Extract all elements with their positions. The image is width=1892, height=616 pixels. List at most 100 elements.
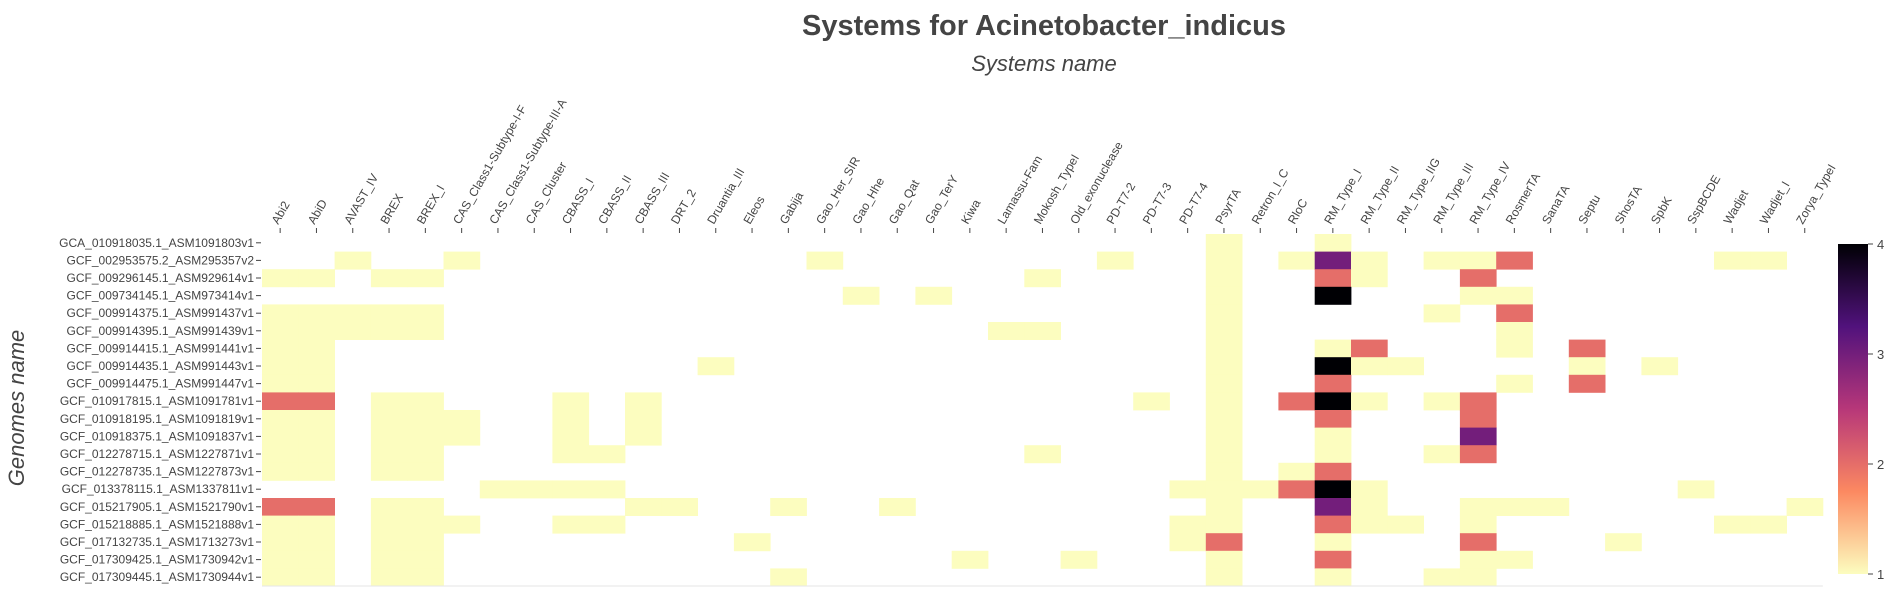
- heatmap-cell: [1205, 515, 1243, 534]
- heatmap-cell: [1314, 480, 1352, 499]
- heatmap-cell: [1459, 269, 1497, 288]
- heatmap-cell: [370, 392, 408, 411]
- heatmap-cell: [298, 269, 335, 288]
- x-tick-label: SanaTA: [1539, 183, 1572, 227]
- heatmap-cell: [1314, 251, 1352, 270]
- heatmap-cell: [370, 304, 408, 323]
- x-tick-label: CBASS_I: [559, 176, 596, 227]
- heatmap-cell: [1314, 269, 1352, 288]
- y-tick-label: GCA_010918035.1_ASM1091803v1: [59, 236, 254, 250]
- heatmap-cell: [1423, 392, 1461, 411]
- heatmap-cell: [1459, 392, 1497, 411]
- heatmap-cell: [1387, 357, 1424, 376]
- heatmap-cell: [443, 251, 481, 270]
- heatmap-cell: [1496, 339, 1533, 358]
- heatmap-cell: [479, 480, 517, 499]
- heatmap-cell: [1169, 515, 1207, 534]
- heatmap-cell: [298, 515, 335, 534]
- x-tick-label: Eleos: [740, 193, 767, 226]
- x-tick-label: Gao_Qat: [886, 177, 923, 227]
- heatmap-cell: [1205, 234, 1243, 252]
- heatmap-cell: [1133, 392, 1170, 411]
- heatmap-cell: [1205, 357, 1243, 376]
- heatmap-cell: [1278, 251, 1316, 270]
- heatmap-cell: [1459, 251, 1497, 270]
- y-axis-title: Genomes name: [4, 330, 29, 487]
- heatmap-cell: [262, 392, 299, 411]
- heatmap-cell: [1205, 550, 1243, 569]
- heatmap-cell: [1205, 568, 1243, 587]
- heatmap-cell: [407, 410, 444, 428]
- x-tick-label: ShosTA: [1612, 183, 1645, 226]
- x-tick-label: DRT_2: [668, 186, 699, 226]
- x-tick-label: Abi2: [269, 198, 293, 226]
- heatmap-cell: [1677, 480, 1715, 499]
- heatmap-cell: [1351, 357, 1388, 376]
- heatmap-cell: [298, 322, 335, 340]
- heatmap-cell: [1496, 286, 1533, 305]
- heatmap-cell: [262, 515, 299, 534]
- heatmap-cell: [1205, 480, 1243, 499]
- heatmap-cell: [770, 568, 807, 587]
- heatmap-cell: [370, 533, 408, 552]
- heatmap-cell: [1024, 445, 1061, 464]
- heatmap-cell: [262, 445, 299, 464]
- heatmap-cell: [1351, 339, 1388, 358]
- heatmap-cell: [1205, 462, 1243, 481]
- heatmap-cell: [733, 533, 771, 552]
- heatmap-cell: [1205, 251, 1243, 270]
- heatmap-cell: [1314, 498, 1352, 516]
- heatmap-cell: [298, 392, 335, 411]
- heatmap-cell: [625, 498, 662, 516]
- heatmap-cell: [625, 392, 662, 411]
- heatmap-cell: [1351, 515, 1388, 534]
- heatmap-cell: [1459, 515, 1497, 534]
- heatmap-cell: [1568, 374, 1606, 393]
- heatmap-cell: [1060, 550, 1098, 569]
- heatmap-cell: [1387, 515, 1424, 534]
- y-tick-label: GCF_015218885.1_ASM1521888v1: [60, 517, 254, 531]
- heatmap-cell: [1786, 498, 1824, 516]
- heatmap-cell: [915, 286, 953, 305]
- heatmap-cell: [1351, 269, 1388, 288]
- x-tick-label: Septu: [1575, 192, 1603, 226]
- y-tick-label: GCF_010918195.1_ASM1091819v1: [60, 412, 254, 426]
- heatmap-cell: [298, 533, 335, 552]
- x-tick-label: Wadjet_I: [1757, 179, 1793, 227]
- heatmap-cell: [370, 445, 408, 464]
- heatmap-cell: [1459, 445, 1497, 464]
- heatmap-cell: [1205, 339, 1243, 358]
- heatmap-cell: [334, 251, 372, 270]
- heatmap-cell: [262, 498, 299, 516]
- heatmap-cell: [262, 410, 299, 428]
- heatmap-cell: [407, 427, 444, 446]
- heatmap-cell: [1314, 515, 1352, 534]
- heatmap-cell: [407, 322, 444, 340]
- heatmap-cell: [298, 550, 335, 569]
- heatmap-cell: [516, 480, 553, 499]
- heatmap-cell: [1242, 480, 1279, 499]
- y-tick-label: GCF_012278715.1_ASM1227871v1: [60, 447, 254, 461]
- heatmap-cell: [1641, 357, 1679, 376]
- x-tick-label: PD-T7-4: [1176, 180, 1211, 227]
- heatmap-cell: [298, 374, 335, 393]
- heatmap-cell: [1496, 550, 1533, 569]
- heatmap-cell: [1024, 322, 1061, 340]
- heatmap-cell: [262, 374, 299, 393]
- heatmap-cell: [407, 550, 444, 569]
- heatmap-cell: [407, 269, 444, 288]
- heatmap-cell: [1750, 515, 1787, 534]
- heatmap-cell: [1278, 462, 1316, 481]
- heatmap-cell: [1278, 480, 1316, 499]
- heatmap-cell: [1459, 286, 1497, 305]
- heatmap-cell: [1568, 339, 1606, 358]
- heatmap-cell: [1496, 304, 1533, 323]
- y-tick-label: GCF_009296145.1_ASM929614v1: [67, 271, 255, 285]
- heatmap-cell: [1205, 392, 1243, 411]
- x-tick-label: Kiwa: [958, 197, 983, 227]
- heatmap-cell: [1314, 410, 1352, 428]
- x-tick-label: RloC: [1285, 196, 1311, 226]
- heatmap-cell: [1024, 269, 1061, 288]
- heatmap-cell: [661, 498, 698, 516]
- heatmap-cell: [334, 322, 372, 340]
